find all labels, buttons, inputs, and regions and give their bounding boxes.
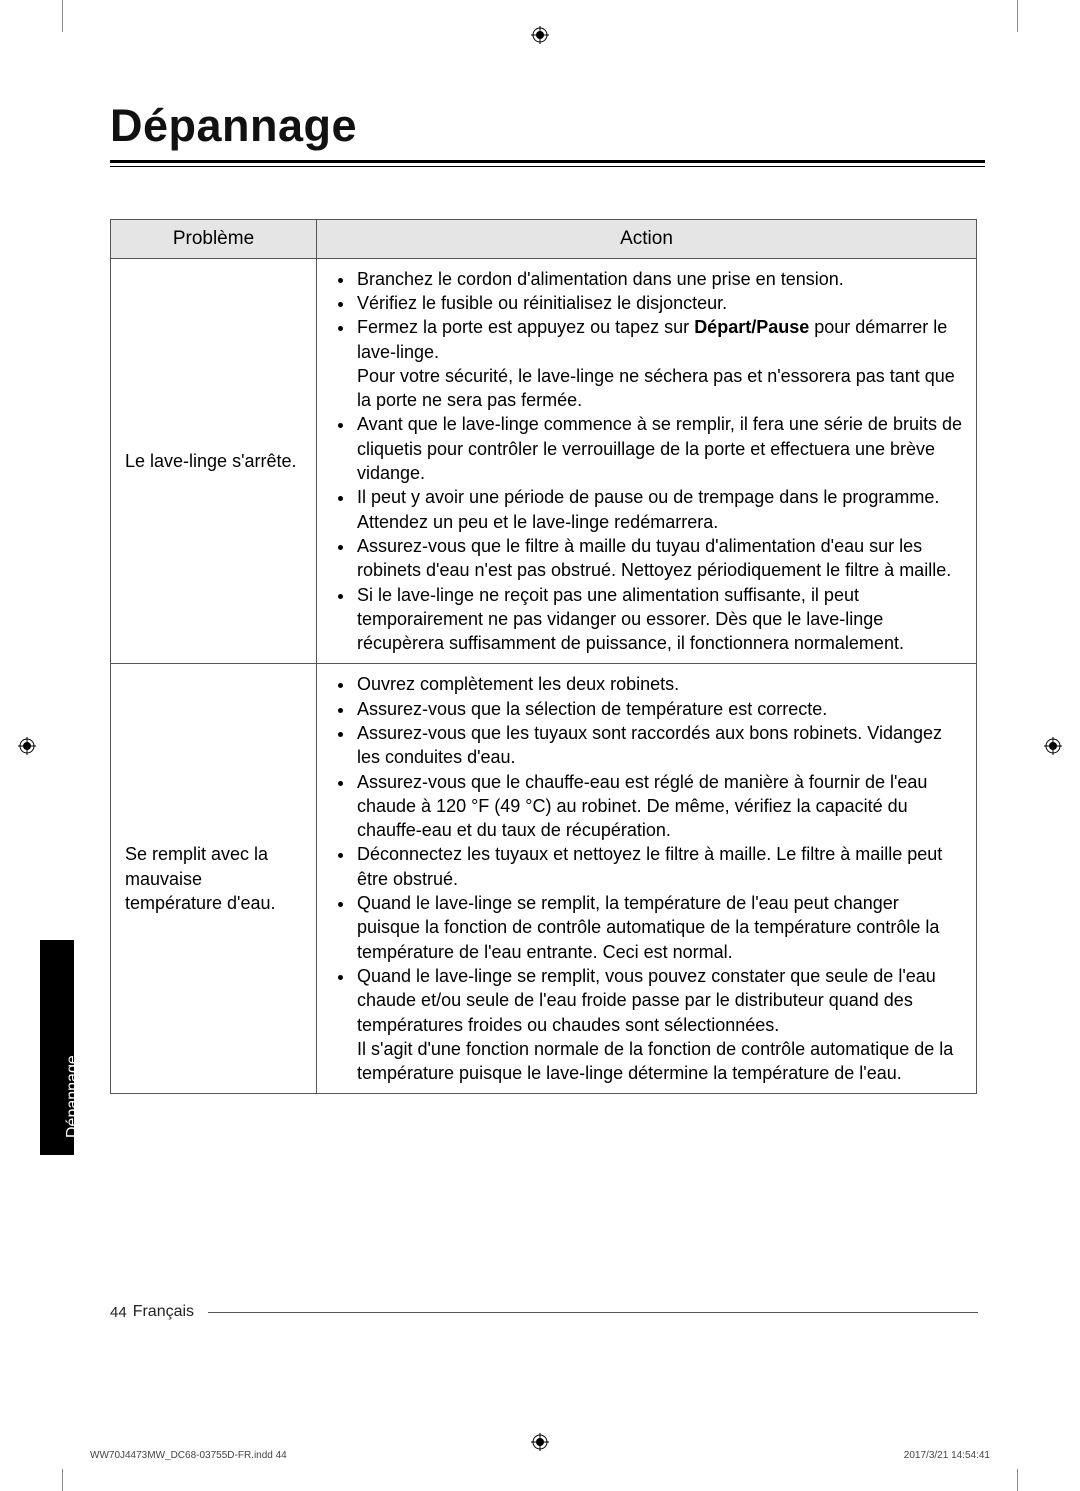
registration-mark-bottom: [531, 1433, 549, 1451]
page-footer: 44 Français: [110, 1303, 978, 1321]
action-item: Quand le lave-linge se remplit, vous pou…: [355, 964, 966, 1085]
problem-cell: Le lave-linge s'arrête.: [111, 258, 317, 664]
crop-line: [62, 1469, 63, 1491]
problem-cell: Se remplit avec la mauvaise température …: [111, 664, 317, 1094]
crop-line: [1017, 1469, 1018, 1491]
action-item: Fermez la porte est appuyez ou tapez sur…: [355, 315, 966, 412]
action-item: Assurez-vous que le filtre à maille du t…: [355, 534, 966, 583]
action-cell: Ouvrez complètement les deux robinets. A…: [317, 664, 977, 1094]
action-item: Déconnectez les tuyaux et nettoyez le fi…: [355, 842, 966, 891]
table-row: Se remplit avec la mauvaise température …: [111, 664, 977, 1094]
action-item: Assurez-vous que le chauffe-eau est régl…: [355, 770, 966, 843]
action-item: Assurez-vous que les tuyaux sont raccord…: [355, 721, 966, 770]
section-tab: Dépannage: [40, 940, 74, 1155]
registration-mark-right: [1044, 737, 1062, 755]
table-row: Le lave-linge s'arrête. Branchez le cord…: [111, 258, 977, 664]
crop-line: [1017, 0, 1018, 32]
action-item: Vérifiez le fusible ou réinitialisez le …: [355, 291, 966, 315]
page-number: 44: [110, 1304, 127, 1321]
page-language: Français: [133, 1303, 194, 1321]
action-item: Si le lave-linge ne reçoit pas une alime…: [355, 583, 966, 656]
title-rule: [110, 160, 985, 163]
action-item: Il peut y avoir une période de pause ou …: [355, 485, 966, 534]
title-rule-thin: [110, 166, 985, 167]
action-item: Avant que le lave-linge commence à se re…: [355, 412, 966, 485]
registration-mark-left: [18, 737, 36, 755]
action-item: Branchez le cordon d'alimentation dans u…: [355, 267, 966, 291]
table-header-action: Action: [317, 220, 977, 259]
table-header-problem: Problème: [111, 220, 317, 259]
page-title: Dépannage: [110, 100, 985, 152]
print-meta-timestamp: 2017/3/21 14:54:41: [904, 1450, 990, 1461]
action-item: Assurez-vous que la sélection de tempéra…: [355, 697, 966, 721]
action-item: Quand le lave-linge se remplit, la tempé…: [355, 891, 966, 964]
registration-mark-top: [531, 26, 549, 44]
troubleshooting-table: Problème Action Le lave-linge s'arrête. …: [110, 219, 977, 1094]
print-meta-filename: WW70J4473MW_DC68-03755D-FR.indd 44: [90, 1450, 287, 1461]
section-tab-label: Dépannage: [64, 1055, 82, 1138]
action-item: Ouvrez complètement les deux robinets.: [355, 672, 966, 696]
footer-rule: [208, 1312, 978, 1313]
action-cell: Branchez le cordon d'alimentation dans u…: [317, 258, 977, 664]
crop-line: [62, 0, 63, 32]
